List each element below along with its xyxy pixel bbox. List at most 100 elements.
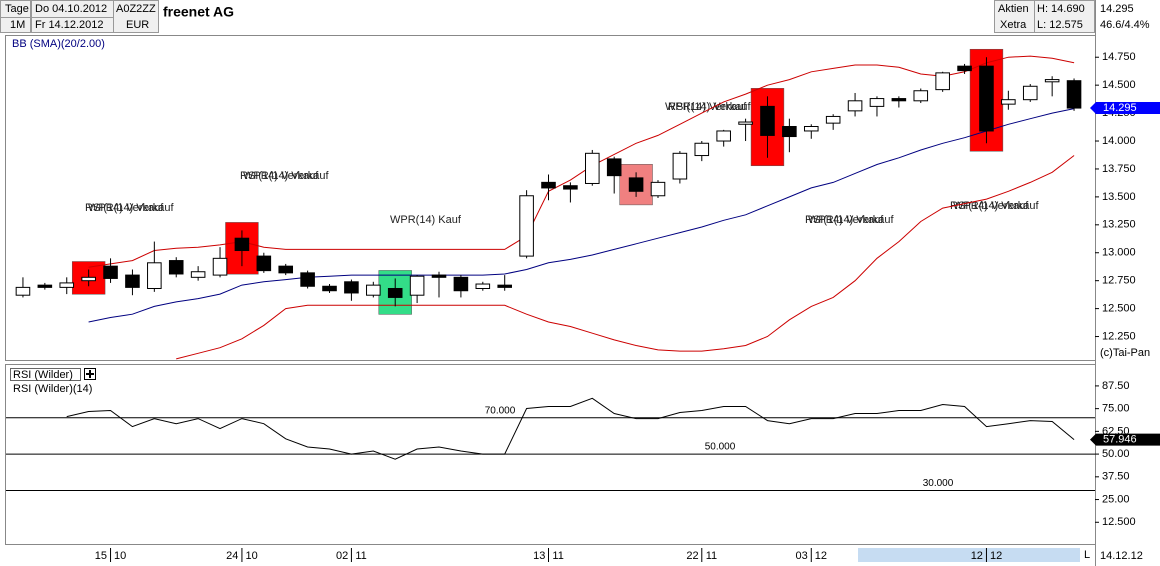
candle-body (1066, 80, 1082, 109)
candle-body (847, 100, 863, 112)
signal-label: WPR(14) Kauf (390, 214, 462, 226)
header-cell (0, 17, 31, 33)
candle-body (103, 265, 118, 279)
end-date: 14.12.12 (1100, 550, 1143, 562)
candle-body (738, 121, 753, 125)
last-price: 14.295 (1100, 3, 1134, 15)
last-price-marker (1090, 102, 1160, 115)
candle-body (782, 125, 797, 138)
reference-label: 70.000 (485, 405, 516, 416)
candle-body (957, 65, 972, 72)
candle-body (59, 282, 75, 288)
signal-label: WPR(14) Verkauf (88, 202, 175, 214)
scale-mode[interactable]: L (1084, 549, 1090, 561)
signal-label: RSI(14) Verkauf (240, 170, 319, 182)
candle-body (1044, 79, 1060, 83)
candle-body (519, 195, 534, 257)
candle-body (935, 72, 950, 91)
y-tick-label: 13.250 (1102, 219, 1136, 231)
indicator-box[interactable] (10, 368, 81, 381)
signal-label: RSI(14) Verkauf (805, 214, 884, 226)
candle-body (650, 181, 666, 197)
candle-body (694, 142, 710, 157)
y-tick-label: 25.00 (1102, 493, 1130, 505)
candle-body (366, 284, 381, 296)
signal-label: WPR(14) Verkauf (243, 170, 330, 182)
date-from: Do 04.10.2012 (35, 3, 107, 15)
reference-label: 50.000 (705, 442, 736, 453)
bollinger-line (88, 108, 1075, 323)
candle-body (212, 257, 228, 276)
candle-body (168, 260, 184, 275)
candle-body (628, 177, 644, 192)
candle-body (81, 276, 96, 282)
last-price-label: 14.295 (1103, 102, 1137, 114)
candle-body (716, 130, 731, 142)
x-tick-label: 22 11 (686, 550, 717, 562)
period: 1M (10, 19, 25, 31)
last-rsi-marker (1090, 433, 1160, 446)
y-tick-label: 14.500 (1102, 79, 1136, 91)
rsi-line (66, 397, 1075, 460)
candle-body (672, 152, 688, 180)
x-tick-label: 12 12 (971, 550, 1003, 562)
signal-label: WPR(14) Verkauf (808, 214, 895, 226)
add-icon (86, 370, 94, 378)
x-tick-label: 13 11 (533, 550, 564, 562)
y-tick-label: 37.50 (1102, 471, 1130, 483)
candle-body (234, 237, 250, 252)
candle-body (344, 281, 359, 294)
y-tick-label: 50.00 (1102, 448, 1130, 460)
candle-body (913, 90, 929, 102)
rsi-subtitle: RSI (Wilder)(14) (13, 383, 92, 395)
bollinger-line (176, 155, 1075, 360)
exchange: Xetra (1000, 19, 1027, 31)
candle-body (322, 285, 337, 292)
signal-label: RSI(14) Verkauf (85, 202, 164, 214)
y-tick-label: 12.250 (1102, 330, 1136, 342)
currency: EUR (126, 19, 149, 31)
y-tick-label: 14.750 (1102, 51, 1136, 63)
candle-body (15, 286, 31, 296)
candle-body (147, 262, 162, 289)
signal-label: RSI(14) Verkauf (668, 101, 747, 113)
change: 46.6/4.4% (1100, 19, 1150, 31)
low: L: 12.575 (1037, 19, 1083, 31)
y-tick-label: 13.000 (1102, 247, 1136, 259)
candle-body (387, 287, 403, 298)
y-tick-label: 12.500 (1102, 516, 1136, 528)
candle-body (760, 105, 775, 136)
candle-body (497, 284, 512, 288)
candle-body (409, 275, 425, 296)
y-tick-label: 75.00 (1102, 403, 1130, 415)
x-tick-label: 24 10 (226, 550, 258, 562)
x-tick-label: 03 12 (796, 550, 828, 562)
signal-label: WPR(14) Verkauf (665, 101, 752, 113)
candle-body (891, 98, 907, 102)
candle-body (475, 283, 491, 289)
scroll-range[interactable] (858, 548, 1080, 562)
y-tick-label: 13.750 (1102, 163, 1136, 175)
bollinger-line (88, 55, 1075, 268)
y-tick-label: 12.750 (1102, 275, 1136, 287)
y-tick-label: 87.50 (1102, 380, 1130, 392)
instrument-name: freenet AG (163, 4, 234, 20)
header-cell (113, 0, 159, 33)
date-to: Fr 14.12.2012 (35, 19, 104, 31)
last-rsi-label: 57.946 (1103, 434, 1137, 446)
candle-body (1022, 85, 1038, 101)
y-tick-label: 12.500 (1102, 303, 1136, 315)
candle-body (803, 125, 819, 132)
high: H: 14.690 (1037, 3, 1085, 15)
candle-body (585, 152, 600, 184)
candle-body (869, 98, 885, 107)
kind: Aktien (998, 3, 1029, 15)
candle-body (300, 272, 315, 287)
candle-body (453, 276, 469, 292)
rsi-title: RSI (Wilder) (13, 369, 73, 381)
y-tick-label: 14.000 (1102, 135, 1136, 147)
candle-body (256, 255, 272, 272)
candle-body (825, 115, 841, 124)
